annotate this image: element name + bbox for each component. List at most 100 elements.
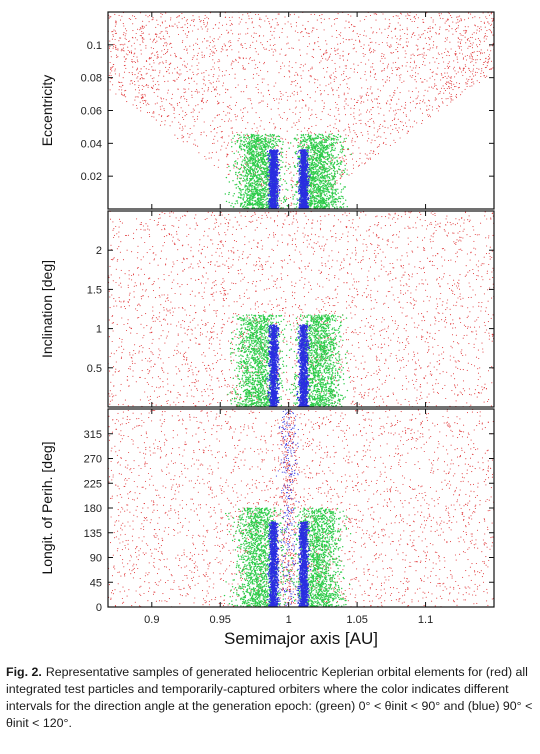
green-point: [328, 155, 330, 157]
red-point: [164, 38, 166, 40]
red-point: [397, 118, 399, 120]
red-point: [402, 112, 405, 114]
red-point: [141, 37, 143, 39]
red-point: [122, 77, 124, 79]
red-point: [285, 154, 287, 156]
green-point: [327, 179, 329, 181]
red-point: [339, 84, 341, 86]
red-point: [118, 81, 120, 84]
red-point: [114, 25, 116, 27]
red-point: [485, 35, 487, 37]
green-point: [251, 142, 253, 144]
green-point: [262, 172, 264, 174]
red-point: [174, 134, 176, 136]
red-point: [163, 48, 166, 51]
green-point: [240, 177, 242, 179]
green-point: [332, 135, 335, 137]
red-point: [244, 68, 246, 70]
red-point: [134, 99, 136, 101]
red-point: [399, 109, 401, 111]
red-point: [192, 57, 194, 59]
red-point: [289, 14, 291, 16]
red-point: [272, 44, 275, 47]
red-point: [215, 88, 217, 90]
red-point: [480, 53, 482, 55]
green-point: [257, 194, 259, 196]
green-point: [251, 193, 253, 195]
red-point: [480, 20, 482, 23]
red-point: [115, 48, 117, 50]
red-point: [245, 22, 247, 24]
red-point: [400, 13, 403, 15]
red-point: [438, 33, 440, 35]
red-point: [382, 142, 384, 145]
red-point: [369, 88, 371, 90]
red-point: [468, 45, 470, 47]
green-point: [244, 184, 246, 186]
red-point: [428, 44, 430, 46]
red-point: [468, 68, 470, 70]
red-point: [138, 89, 140, 91]
green-point: [335, 204, 337, 206]
green-point: [308, 140, 311, 142]
red-point: [148, 58, 151, 60]
red-point: [369, 152, 371, 154]
green-point: [240, 174, 243, 176]
red-point: [284, 23, 286, 25]
red-point: [139, 101, 141, 103]
red-point: [469, 55, 471, 57]
green-point: [257, 155, 259, 158]
green-point: [243, 171, 245, 173]
red-point: [395, 112, 397, 114]
green-point: [244, 175, 246, 177]
red-point: [445, 98, 447, 100]
green-point: [244, 143, 246, 146]
red-point: [177, 137, 179, 139]
red-point: [418, 34, 420, 36]
red-point: [471, 56, 474, 58]
green-point: [244, 150, 246, 152]
red-point: [152, 59, 155, 61]
red-point: [238, 37, 240, 40]
red-point: [201, 98, 203, 100]
red-point: [477, 38, 479, 40]
red-point: [231, 16, 233, 18]
green-point: [295, 139, 298, 142]
red-point: [395, 49, 397, 51]
green-point: [271, 139, 273, 142]
red-point: [232, 132, 234, 134]
red-point: [175, 56, 177, 58]
red-point: [414, 79, 416, 81]
green-point: [292, 198, 294, 200]
red-point: [280, 98, 283, 100]
red-point: [114, 38, 116, 41]
red-point: [412, 67, 414, 69]
red-point: [389, 103, 391, 105]
green-point: [255, 187, 257, 189]
red-point: [218, 58, 220, 61]
red-point: [161, 30, 163, 33]
red-point: [140, 35, 143, 37]
red-point: [366, 91, 368, 93]
green-point: [324, 201, 326, 203]
green-point: [330, 188, 332, 190]
red-point: [228, 41, 230, 43]
green-point: [268, 145, 270, 147]
red-point: [342, 37, 344, 39]
red-point: [439, 91, 441, 93]
red-point: [434, 83, 436, 85]
red-point: [113, 63, 115, 66]
red-point: [190, 111, 192, 113]
red-point: [245, 33, 247, 35]
green-point: [258, 200, 260, 203]
red-point: [429, 47, 431, 49]
red-point: [417, 27, 419, 29]
red-point: [449, 76, 451, 78]
red-point: [349, 39, 351, 41]
red-point: [182, 110, 184, 112]
green-point: [315, 172, 317, 174]
green-point: [262, 149, 264, 151]
red-point: [134, 89, 137, 91]
green-point: [264, 192, 266, 194]
red-point: [481, 70, 483, 72]
